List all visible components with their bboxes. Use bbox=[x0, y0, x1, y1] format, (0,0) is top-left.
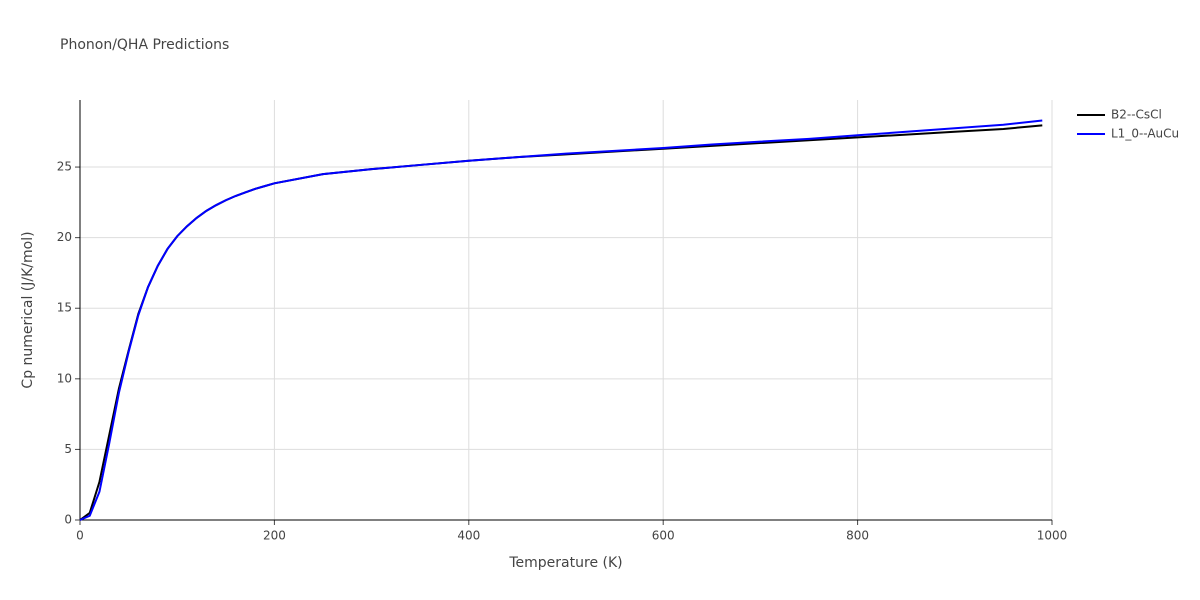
y-axis-title: Cp numerical (J/K/mol) bbox=[20, 231, 36, 388]
y-tick-label: 0 bbox=[64, 513, 72, 527]
y-tick-label: 25 bbox=[57, 160, 72, 174]
y-tick-label: 20 bbox=[57, 230, 72, 244]
y-tick-label: 10 bbox=[57, 371, 72, 385]
x-tick-label: 1000 bbox=[1037, 529, 1068, 543]
x-tick-label: 200 bbox=[263, 529, 286, 543]
y-tick-label: 15 bbox=[57, 301, 72, 315]
chart-title: Phonon/QHA Predictions bbox=[60, 37, 229, 53]
x-axis-title: Temperature (K) bbox=[508, 555, 622, 571]
y-tick-label: 5 bbox=[64, 442, 72, 456]
x-tick-label: 400 bbox=[457, 529, 480, 543]
legend-label: L1_0--AuCu bbox=[1111, 127, 1179, 141]
x-tick-label: 600 bbox=[652, 529, 675, 543]
legend-label: B2--CsCl bbox=[1111, 108, 1162, 122]
data-line bbox=[79, 119, 1043, 521]
data-line bbox=[79, 124, 1043, 521]
x-tick-label: 0 bbox=[76, 529, 84, 543]
x-tick-label: 800 bbox=[846, 529, 869, 543]
